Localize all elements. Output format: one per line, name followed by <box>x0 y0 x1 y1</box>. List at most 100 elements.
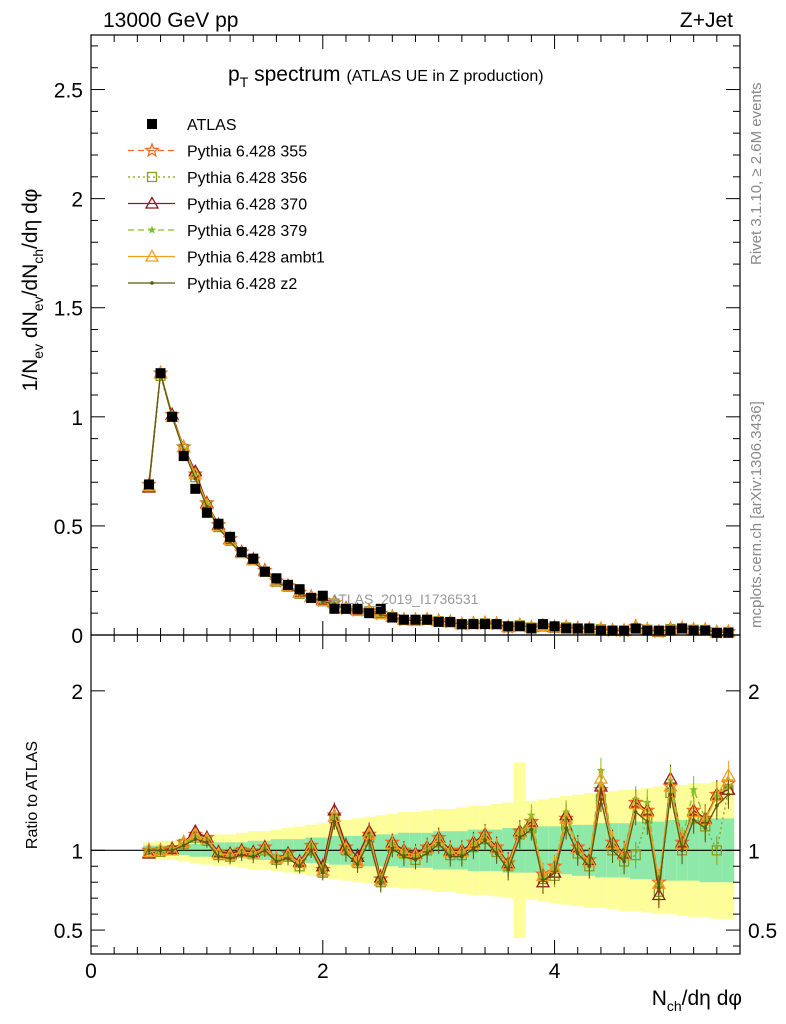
series-pythia-6-428-ambt1-ratio-point <box>141 844 157 858</box>
atlas-data-point <box>723 627 734 638</box>
series-pythia-6-428-z2-ratio-point <box>564 826 568 830</box>
series-pythia-6-428-z2-ratio-point <box>471 846 476 851</box>
chart-title-main: p <box>228 63 240 86</box>
series-pythia-6-428-z2-ratio-point <box>448 854 453 859</box>
series-pythia-6-428-z2-ratio-point <box>657 886 661 891</box>
atlas-data-point <box>143 479 154 490</box>
atlas-data-point <box>317 590 328 601</box>
series-pythia-6-428-z2-ratio-point <box>633 810 638 814</box>
atlas-data-point <box>456 619 467 630</box>
series-pythia-6-428-356-ratio-point <box>630 849 641 861</box>
legend-item-pythia-6-428-356-marker <box>146 171 158 183</box>
ratio-y-tick-label-right: 0.5 <box>748 920 777 943</box>
atlas-data-point <box>630 623 641 634</box>
ratio-y-tick-label-right: 1 <box>748 840 760 863</box>
series-pythia-6-428-z2-ratio-point <box>344 851 348 856</box>
series-pythia-6-428-z2-ratio-point <box>680 848 684 853</box>
series-pythia-6-428-z2-ratio-point <box>645 819 650 824</box>
legend-item-pythia-6-428-379-marker <box>147 225 157 234</box>
series-pythia-6-428-z2-ratio-point <box>320 870 325 875</box>
series-pythia-6-428-z2-ratio-point <box>436 842 441 846</box>
main-y-axis-label: 1/Nev dNev/dNch/dη dφ <box>19 189 46 392</box>
series-pythia-6-428-z2-ratio-point <box>691 818 696 822</box>
series-pythia-6-428-z2-ratio-point <box>552 870 557 875</box>
series-pythia-6-428-z2-ratio-point <box>506 867 511 872</box>
ratio-y-tick-label: 1 <box>71 840 83 863</box>
series-pythia-6-428-z2-ratio-point <box>413 858 418 862</box>
main-y-tick-label: 2.5 <box>54 80 83 103</box>
atlas-data-point <box>468 619 479 630</box>
legend-item-pythia-6-428-355-marker <box>144 142 160 158</box>
series-pythia-6-428-z2-ratio-point <box>286 856 290 861</box>
ratio-series-curves <box>141 757 737 909</box>
atlas-data-point <box>653 625 664 636</box>
series-pythia-6-428-z2-ratio-point <box>228 856 232 861</box>
series-pythia-6-428-z2-ratio-point <box>274 859 279 864</box>
axis-ticks: 00.511.522.50.5 0.51 12 20 2 4 <box>54 35 777 983</box>
atlas-data-point <box>283 579 294 590</box>
series-pythia-6-428-z2-ratio-point <box>390 846 395 851</box>
atlas-data-point <box>422 614 433 625</box>
series-pythia-6-428-z2-ratio-point <box>726 792 731 797</box>
atlas-data-point <box>677 623 688 634</box>
series-pythia-6-428-z2-ratio-point <box>378 882 383 886</box>
atlas-data-point <box>271 573 282 584</box>
legend-item-pythia-6-428-ambt1-marker <box>144 249 160 262</box>
series-pythia-6-428-z2-ratio-point <box>483 838 487 843</box>
series-pythia-6-428-z2-ratio-point <box>216 854 221 859</box>
series-pythia-6-428-356-ratio-point <box>711 845 722 856</box>
atlas-data-point <box>329 603 340 614</box>
series-pythia-6-428-z2-ratio-point <box>193 837 198 841</box>
main-y-tick-label: 1.5 <box>54 298 83 321</box>
x-tick-label: 2 <box>317 960 329 983</box>
series-pythia-6-428-z2-main-point <box>193 476 198 481</box>
series-pythia-6-428-z2-ratio-point <box>622 859 626 864</box>
atlas-data-point <box>387 612 398 623</box>
series-pythia-6-428-z2-ratio-point <box>587 864 592 869</box>
series-pythia-6-428-z2-ratio-point <box>703 826 708 830</box>
series-pythia-6-428-z2-ratio-point <box>147 848 151 853</box>
atlas-data-point <box>503 621 514 632</box>
legend-item-pythia-6-428-370-label: Pythia 6.428 370 <box>187 197 307 214</box>
atlas-data-point <box>248 553 259 564</box>
series-pythia-6-428-z2-ratio-point <box>251 854 256 859</box>
series-pythia-6-428-z2-ratio-point <box>402 854 406 859</box>
legend-item-pythia-6-428-379-label: Pythia 6.428 379 <box>187 223 307 240</box>
atlas-data-point <box>201 507 212 518</box>
atlas-data-point <box>364 608 375 619</box>
atlas-data-point <box>178 451 189 462</box>
series-pythia-6-428-z2-ratio-point <box>529 827 534 832</box>
mcplots-label: mcplots.cern.ch [arXiv:1306.3436] <box>748 401 765 628</box>
atlas-data-point <box>433 616 444 627</box>
atlas-data-point <box>445 616 456 627</box>
series-pythia-6-428-z2-ratio-point <box>170 848 174 853</box>
series-pythia-6-428-z2-ratio-point <box>518 835 522 840</box>
atlas-data-point <box>306 592 317 603</box>
main-y-tick-label: 1 <box>71 407 83 430</box>
atlas-data-point <box>561 623 572 634</box>
legend-item-pythia-6-428-355-label: Pythia 6.428 355 <box>187 144 307 161</box>
atlas-data-point <box>236 547 247 558</box>
series-pythia-6-428-z2-ratio-point <box>158 848 163 853</box>
atlas-data-point <box>537 619 548 630</box>
x-tick-label: 0 <box>85 960 97 983</box>
atlas-data-point <box>410 614 421 625</box>
atlas-data-point <box>700 625 711 636</box>
series-pythia-6-428-z2-ratio-point <box>205 840 209 845</box>
series-pythia-6-428-z2-ratio-point <box>494 851 499 856</box>
chart-title: pT spectrum (ATLAS UE in Z production) <box>228 63 544 90</box>
atlas-data-point <box>167 411 178 422</box>
process-label: Z+Jet <box>680 9 733 32</box>
legend-item-pythia-6-428-370-marker <box>144 196 160 209</box>
atlas-data-point <box>190 483 201 494</box>
atlas-data-point <box>375 603 386 614</box>
energy-label: 13000 GeV pp <box>103 9 238 32</box>
series-pythia-6-428-z2-ratio-point <box>541 878 545 883</box>
atlas-data-point <box>259 566 270 577</box>
legend-item-pythia-6-428-356-label: Pythia 6.428 356 <box>187 170 307 187</box>
atlas-data-point <box>514 621 525 632</box>
series-pythia-6-428-ambt1-ratio-point <box>593 771 609 784</box>
atlas-data-point <box>340 603 351 614</box>
series-pythia-6-428-z2-ratio-point <box>425 851 429 856</box>
